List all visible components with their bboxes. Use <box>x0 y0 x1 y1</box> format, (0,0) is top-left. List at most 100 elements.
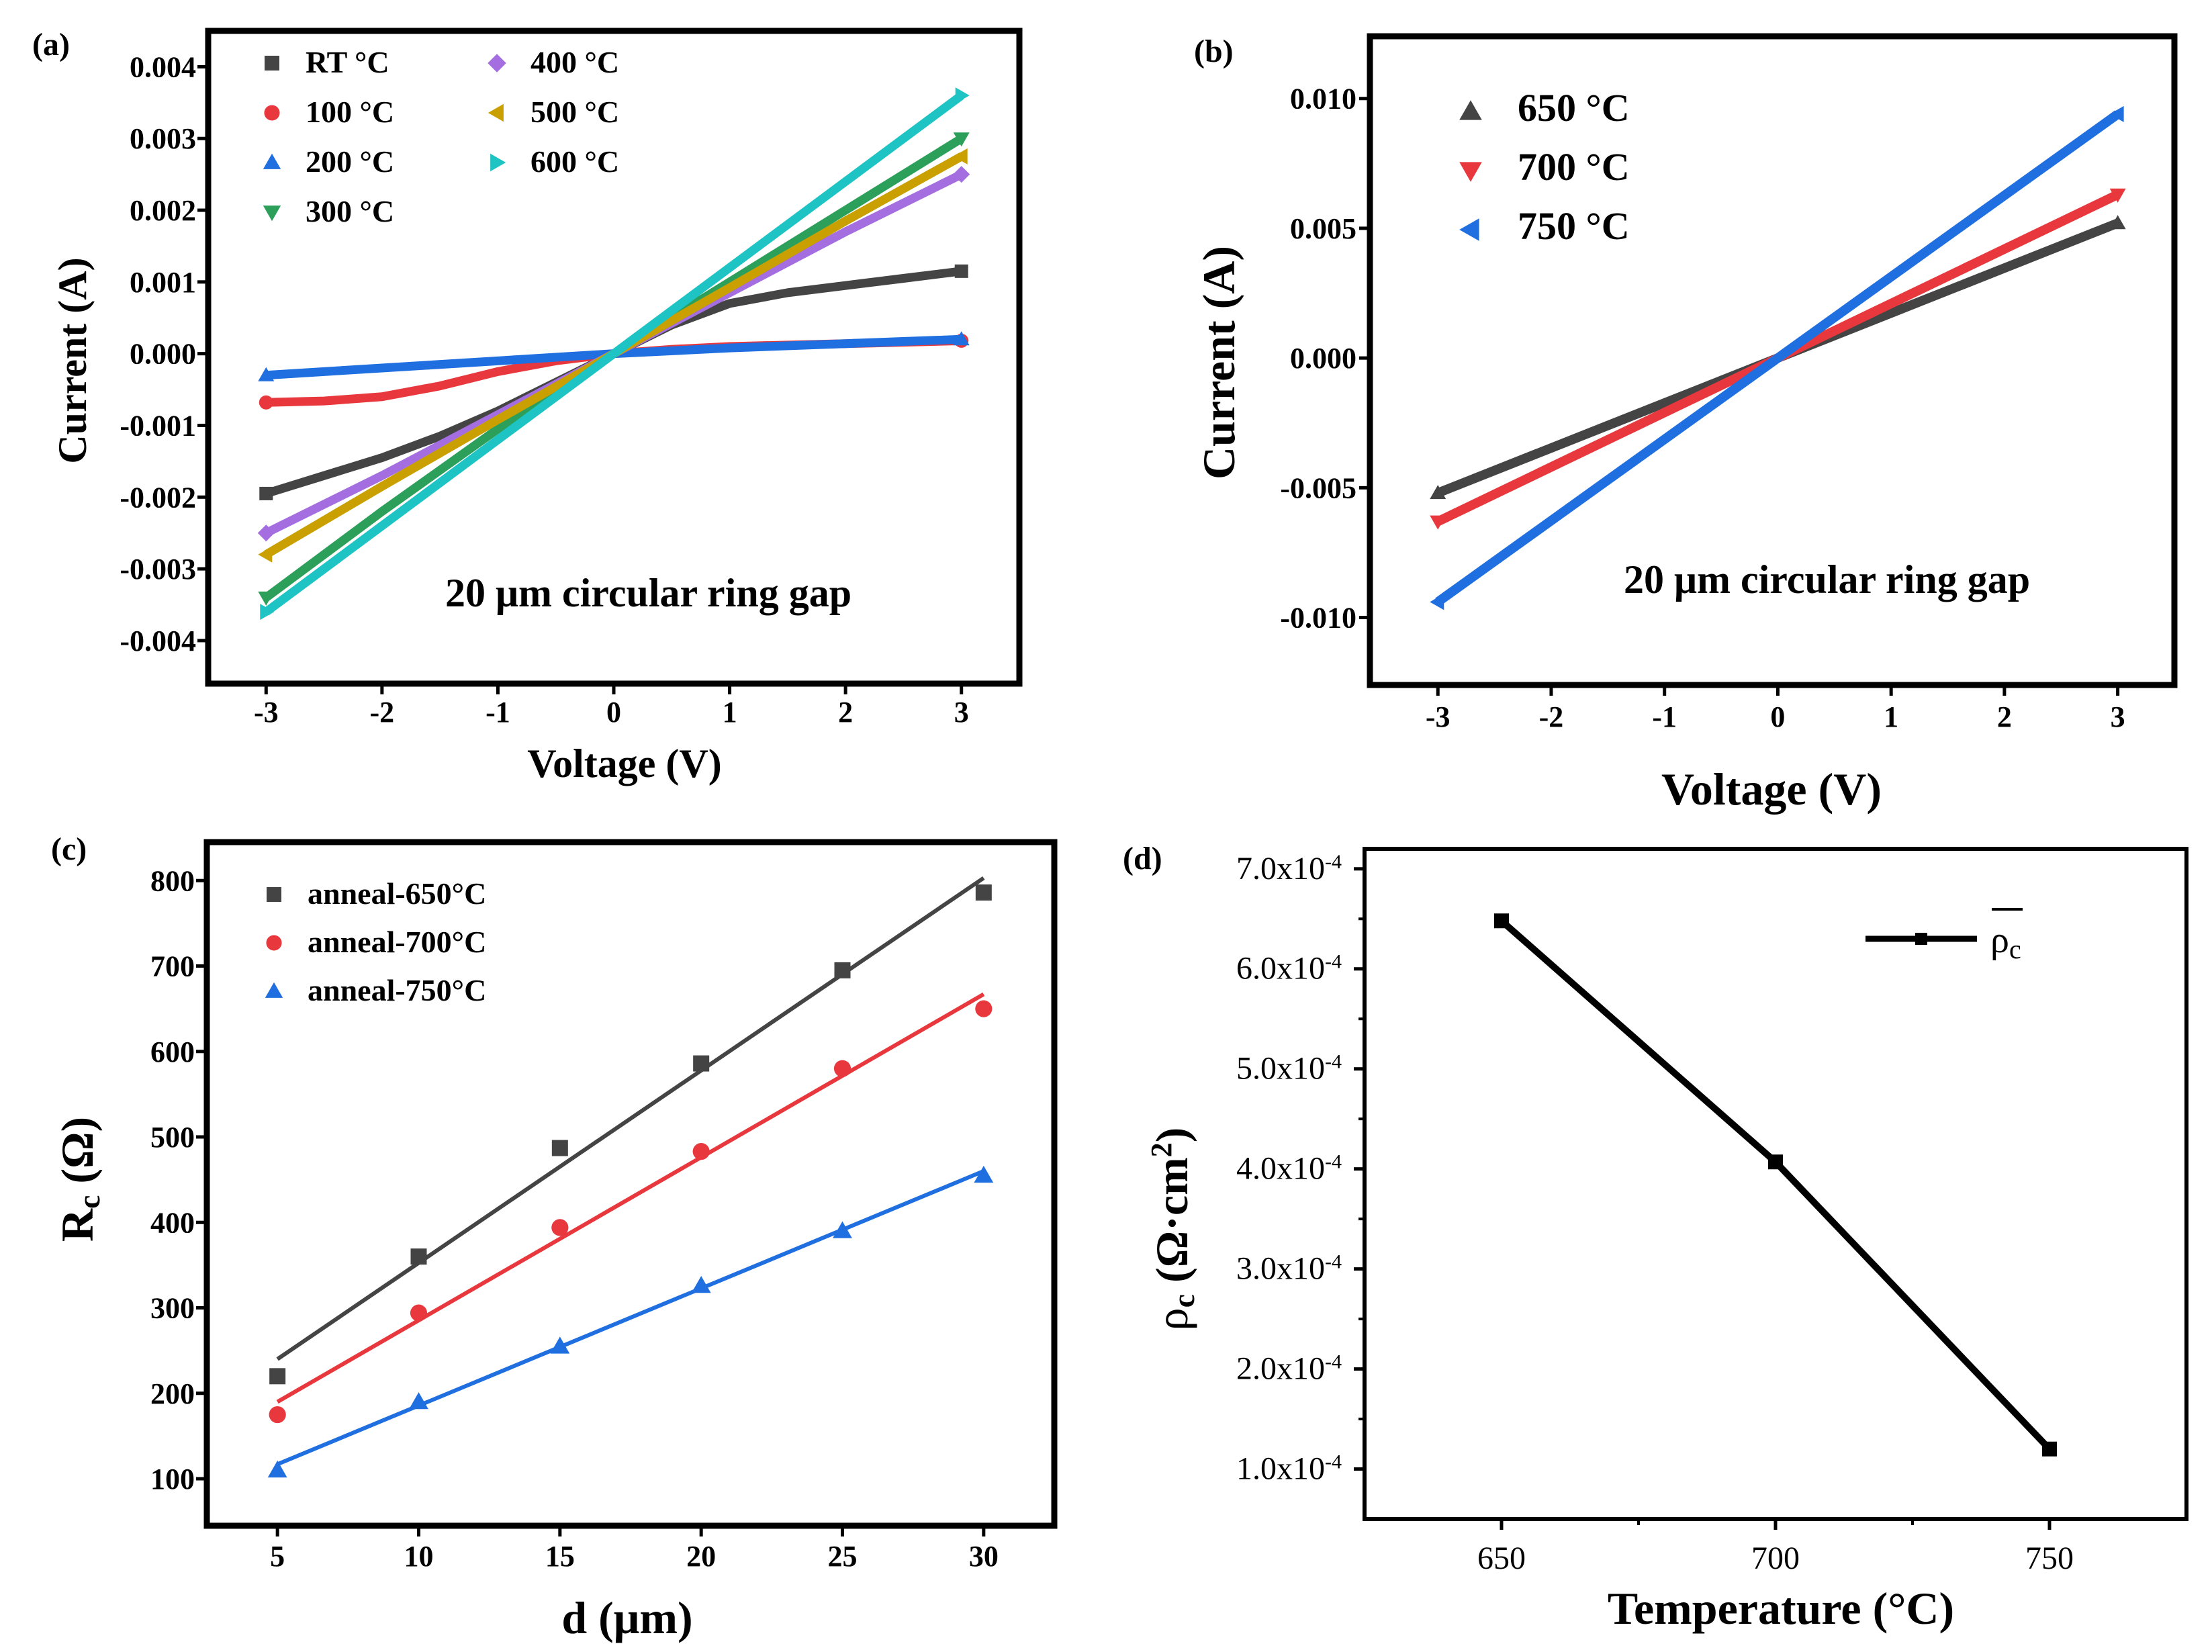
panel-d-ytick-label: 3.0x10-4 <box>1236 1250 1342 1287</box>
panel-c-fit-line <box>276 992 985 1404</box>
panel-c-data-point <box>833 1060 851 1077</box>
panel-b-xtick-label: 2 <box>1997 700 2012 733</box>
panel-b-xtick-label: 3 <box>2111 700 2125 733</box>
panel-c-ytick-label: 300 <box>150 1292 195 1325</box>
panel-b-xlabel: Voltage (V) <box>1661 764 1882 815</box>
panel-b-frame <box>1367 33 2178 688</box>
panel-d-legend-label: ρc <box>1990 919 2021 964</box>
panel-d-series-line <box>1499 918 2052 1452</box>
panel-b-legend-label: 650 °C <box>1518 86 1630 130</box>
panel-d-ylabel-sup: 2 <box>1145 1142 1178 1157</box>
panel-d-xlabel: Temperature (°C) <box>1608 1583 1954 1634</box>
panel-a-end-marker <box>257 524 275 542</box>
panel-b-legend-marker <box>1459 100 1482 120</box>
panel-a-ytick-label: 0.000 <box>130 338 196 371</box>
panel-c-ytick-label: 600 <box>150 1036 195 1068</box>
panel-c-legend-marker <box>265 982 283 998</box>
panel-b-end-marker <box>2109 188 2126 203</box>
panel-d-xtick-label: 750 <box>2025 1541 2074 1576</box>
panel-a-legend-marker <box>263 205 281 222</box>
panel-a-end-marker <box>954 264 968 278</box>
panel-b-xtick-label: 0 <box>1770 700 1785 733</box>
panel-d-legend-marker <box>1915 933 1927 945</box>
panel-b-end-marker <box>1430 594 1444 610</box>
panel-d-data-point <box>2042 1441 2057 1457</box>
panel-a-legend-label: RT °C <box>306 45 389 79</box>
panel-d-ytick-exponent: -4 <box>1325 1451 1342 1473</box>
panel-b-ylabel: Current (A) <box>1193 246 1244 479</box>
panel-b-legend-label: 750 °C <box>1518 204 1630 248</box>
panel-b-series-2 <box>1430 105 2124 610</box>
panel-a-end-marker <box>953 166 970 183</box>
panel-b-xtick-label: -1 <box>1652 700 1677 733</box>
panel-a-ytick-label: 0.001 <box>130 266 196 299</box>
panel-d-xtick-label: 650 <box>1477 1541 1526 1576</box>
panel-c-ylabel-sub: c <box>72 1195 106 1209</box>
panel-c-xtick-label: 15 <box>545 1540 575 1573</box>
panel-d-ytick-label: 7.0x10-4 <box>1236 850 1342 886</box>
panel-a-ytick-label: 0.003 <box>130 122 196 155</box>
panel-d-ytick-exponent: -4 <box>1325 1350 1342 1373</box>
panel-c-legend-label: anneal-650°C <box>308 876 486 911</box>
panel-a-series-line <box>263 91 964 616</box>
panel-d-ytick-label: 1.0x10-4 <box>1236 1451 1342 1487</box>
panel-a-series-6 <box>260 87 970 621</box>
panel-d-label: (d) <box>1123 841 1162 876</box>
panel-a-legend-marker <box>488 103 504 122</box>
panel-b-ytick-label: -0.005 <box>1280 471 1356 504</box>
panel-c-data-point <box>550 1336 570 1354</box>
panel-a-end-marker <box>259 395 273 410</box>
panel-a-xtick-label: 0 <box>606 696 621 729</box>
panel-c-data-point <box>833 1221 852 1238</box>
panel-c-xtick-label: 20 <box>686 1540 716 1573</box>
panel-c-chart: 5 10 15 20 25 30 100 200 300 400 500 600 700 800 annea… <box>150 839 1058 1573</box>
panel-a-ytick-label: -0.003 <box>120 553 196 586</box>
panel-b-ytick-label: 0.000 <box>1290 342 1356 375</box>
panel-a-ylabel: Current (A) <box>50 257 95 463</box>
panel-b-label: (b) <box>1194 34 1234 69</box>
panel-d-ytick-label: 5.0x10-4 <box>1236 1050 1342 1087</box>
panel-c-ylabel-main: R <box>52 1208 103 1242</box>
panel-c-ylabel-rest: (Ω) <box>52 1117 103 1195</box>
panel-a-end-marker <box>953 132 970 147</box>
panel-c-data-point <box>691 1276 711 1293</box>
panel-c-ytick-label: 200 <box>150 1377 195 1410</box>
panel-c-legend-label: anneal-750°C <box>308 973 486 1007</box>
panel-c-data-point <box>974 1165 994 1183</box>
panel-a-legend-label: 400 °C <box>531 45 619 79</box>
panel-b-end-marker <box>2109 215 2126 230</box>
panel-a-annotation: 20 μm circular ring gap <box>445 571 851 615</box>
panel-c-xtick-label: 10 <box>404 1540 434 1573</box>
panel-a-xtick-label: -2 <box>370 696 395 729</box>
panel-c-data-point <box>269 1368 286 1385</box>
panel-b-end-marker <box>1430 485 1446 500</box>
panel-b-xtick-label: 1 <box>1884 700 1898 733</box>
panel-d-data-point <box>1494 913 1509 929</box>
panel-a-end-marker <box>953 331 970 346</box>
panel-c-xtick-label: 5 <box>270 1540 285 1573</box>
panel-c-data-point <box>692 1143 710 1160</box>
panel-a-legend-marker <box>264 105 280 121</box>
panel-b-end-marker <box>1430 515 1446 530</box>
panel-d-ylabel: ρc (Ω·cm2) <box>1145 1128 1201 1331</box>
panel-d-ytick-label: 6.0x10-4 <box>1236 950 1342 986</box>
panel-a-ytick-label: -0.002 <box>120 481 196 514</box>
panel-a-ytick-label: 0.004 <box>130 50 196 83</box>
panel-a-end-marker <box>258 591 275 606</box>
panel-d-data-point <box>1768 1154 1783 1170</box>
panel-a-end-marker <box>953 148 968 165</box>
panel-d-legend-rho: ρ <box>1990 919 2009 961</box>
panel-c-label: (c) <box>51 831 87 867</box>
panel-a-ytick-label: -0.004 <box>120 625 196 657</box>
panel-b-chart: -3 -2 -1 0 1 2 3 -0.010 -0.005 0.000 0.005 0.010 650… <box>1280 33 2178 733</box>
panel-a-xtick-label: -3 <box>254 696 279 729</box>
panel-a-chart: -3 -2 -1 0 1 2 3 -0.004 -0.003 -0.002 -0.001 0.000 0… <box>120 28 1023 729</box>
panel-d-ytick-exponent: -4 <box>1325 1150 1342 1173</box>
panel-c-data-point <box>975 884 992 901</box>
panel-c-data-point <box>410 1248 427 1265</box>
panel-b-xtick-label: -3 <box>1426 700 1450 733</box>
panel-a-ytick-label: -0.001 <box>120 409 196 442</box>
panel-c-data-point <box>975 1000 993 1017</box>
panel-a-legend-label: 500 °C <box>531 95 619 129</box>
